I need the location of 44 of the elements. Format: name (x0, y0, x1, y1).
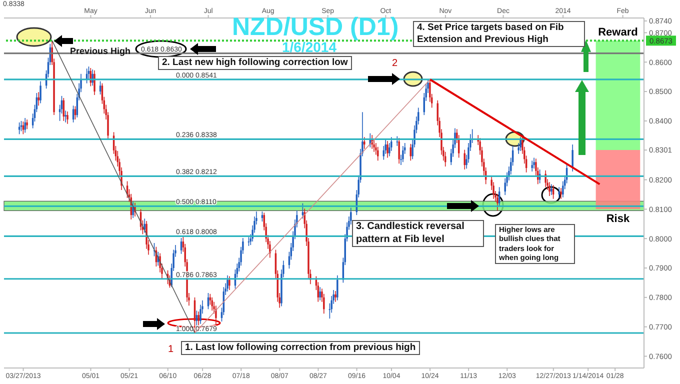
candlestick (334, 290, 336, 302)
candlestick (38, 92, 40, 106)
candlestick (211, 297, 213, 312)
candlestick (560, 188, 562, 200)
candlestick (226, 274, 228, 292)
candlestick (24, 118, 26, 134)
candlestick (558, 186, 560, 198)
candlestick (531, 160, 533, 172)
candlestick (228, 276, 230, 290)
candlestick (132, 201, 134, 218)
candlestick (548, 182, 550, 196)
candlestick (336, 274, 338, 301)
candlestick (364, 136, 366, 150)
candlestick (18, 122, 20, 135)
candlestick (198, 311, 200, 326)
candlestick (544, 170, 546, 188)
candlestick (550, 184, 552, 196)
candlestick (496, 193, 498, 212)
candlestick (402, 146, 404, 163)
annotation: 1 (168, 344, 174, 356)
chart-title: NZD/USD (D1) (232, 13, 399, 41)
text: 1/6/2014 (282, 39, 336, 55)
candlestick (319, 286, 321, 301)
candlestick (398, 138, 400, 164)
candlestick (520, 136, 522, 152)
candlestick (215, 305, 217, 326)
candlestick (26, 119, 28, 130)
annotation: 2 (392, 58, 398, 70)
candlestick (200, 304, 202, 324)
candlestick (302, 202, 304, 219)
band-label: Risk (606, 212, 630, 225)
candlestick (64, 110, 66, 123)
candlestick (40, 80, 42, 104)
candlestick (261, 211, 264, 222)
candlestick (88, 66, 90, 80)
candlestick (533, 157, 535, 169)
band-label: Reward (598, 26, 638, 39)
candlestick (562, 180, 564, 198)
candlestick (572, 144, 574, 172)
candlestick (94, 70, 96, 96)
candlestick (396, 136, 398, 146)
candlestick (20, 120, 22, 132)
candlestick (386, 140, 388, 158)
candlestick (66, 111, 68, 124)
